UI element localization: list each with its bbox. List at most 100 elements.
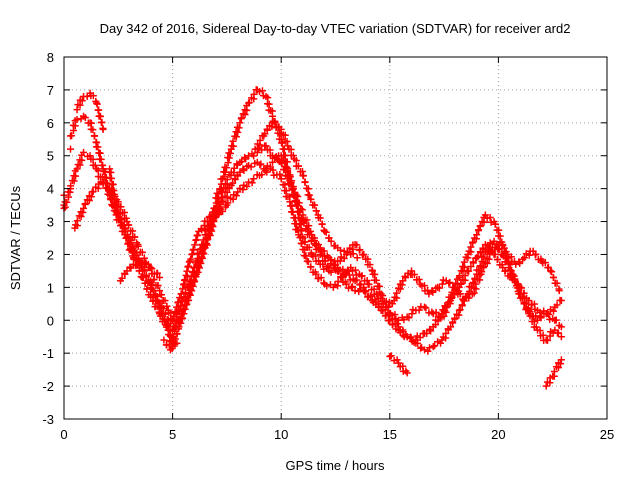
- data-point: [295, 226, 303, 234]
- data-point: [145, 264, 153, 272]
- data-point: [191, 241, 199, 249]
- data-point: [537, 314, 545, 322]
- data-point: [174, 299, 182, 307]
- data-point: [94, 106, 102, 114]
- data-point: [334, 277, 342, 285]
- data-point: [325, 264, 333, 272]
- data-point: [394, 359, 402, 367]
- data-point: [79, 208, 87, 216]
- data-point: [550, 368, 558, 376]
- data-point: [386, 309, 394, 317]
- data-point: [301, 178, 309, 186]
- data-point: [94, 143, 102, 151]
- data-point: [258, 146, 266, 154]
- data-point: [511, 276, 519, 284]
- data-point: [358, 272, 366, 280]
- data-point: [107, 174, 115, 182]
- data-point: [288, 177, 296, 185]
- data-point: [136, 258, 144, 266]
- data-point: [236, 119, 244, 127]
- data-point: [247, 163, 255, 171]
- data-point: [348, 283, 356, 291]
- data-point: [127, 264, 135, 272]
- data-point: [126, 263, 134, 271]
- data-point: [99, 124, 107, 132]
- data-point: [446, 300, 454, 308]
- data-point: [353, 254, 361, 262]
- data-point: [302, 252, 310, 260]
- data-point: [188, 251, 196, 259]
- data-point: [476, 222, 484, 230]
- data-point: [519, 255, 527, 263]
- data-point: [99, 173, 107, 181]
- data-point: [225, 184, 233, 192]
- data-point: [268, 107, 276, 115]
- data-point: [415, 275, 423, 283]
- data-point: [312, 207, 320, 215]
- data-point: [469, 239, 477, 247]
- data-point: [541, 259, 549, 267]
- data-point: [426, 344, 434, 352]
- data-point: [407, 334, 415, 342]
- x-tick-label: 0: [60, 427, 67, 442]
- data-point: [340, 255, 348, 262]
- data-point: [486, 213, 494, 221]
- y-tick-label: 0: [47, 313, 54, 328]
- data-point: [442, 329, 450, 337]
- data-point: [416, 334, 424, 342]
- y-tick-label: -1: [42, 346, 54, 361]
- data-point: [465, 294, 473, 302]
- data-point: [461, 272, 469, 280]
- data-point: [337, 273, 345, 281]
- data-point: [259, 92, 267, 100]
- data-point: [229, 137, 237, 145]
- data-point: [387, 352, 395, 360]
- data-point: [91, 161, 99, 169]
- x-axis-label: GPS time / hours: [286, 458, 385, 473]
- data-point: [349, 250, 357, 258]
- y-tick-label: 6: [47, 116, 54, 131]
- data-point: [241, 153, 249, 161]
- data-point: [242, 155, 250, 163]
- data-point: [494, 255, 502, 263]
- data-point: [250, 90, 258, 98]
- data-point: [445, 279, 453, 287]
- series-track-2: [60, 112, 565, 341]
- data-point: [132, 262, 140, 270]
- data-point: [116, 215, 124, 223]
- data-point: [93, 100, 101, 108]
- data-point: [424, 347, 432, 355]
- data-point: [356, 246, 364, 254]
- data-point: [239, 186, 247, 194]
- data-point: [78, 151, 86, 159]
- data-point: [452, 285, 460, 293]
- data-point: [299, 172, 307, 180]
- data-point: [432, 308, 440, 316]
- data-point: [156, 273, 164, 281]
- data-point: [525, 251, 533, 259]
- data-point: [474, 227, 482, 235]
- data-point: [181, 288, 189, 296]
- data-point: [307, 249, 315, 257]
- data-point: [356, 285, 364, 293]
- data-point: [367, 292, 375, 300]
- data-point: [544, 263, 552, 271]
- data-point: [192, 273, 200, 281]
- data-point: [258, 87, 266, 95]
- data-point: [185, 290, 193, 298]
- data-point: [142, 259, 150, 267]
- data-point: [479, 253, 487, 261]
- data-point: [283, 163, 291, 171]
- data-point: [219, 207, 227, 215]
- data-point: [393, 356, 401, 364]
- data-point: [480, 213, 488, 221]
- data-point: [325, 234, 333, 242]
- data-point: [400, 316, 408, 324]
- data-point: [68, 132, 76, 140]
- data-point: [146, 278, 154, 286]
- data-point: [472, 235, 480, 243]
- data-point: [283, 138, 291, 146]
- data-point: [479, 264, 487, 272]
- data-point: [520, 289, 528, 297]
- data-point: [467, 263, 475, 271]
